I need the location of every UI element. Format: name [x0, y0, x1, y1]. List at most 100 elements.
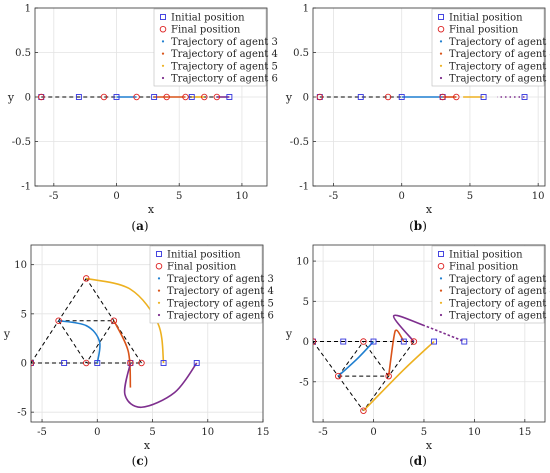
- initial-position-marker: [160, 360, 167, 366]
- initial-position-marker: [461, 338, 468, 345]
- legend-agent5-marker: [439, 301, 443, 304]
- x-axis-label: x: [426, 203, 433, 216]
- legend-final-marker: [155, 262, 163, 270]
- final-position-marker: [384, 93, 392, 101]
- final-position-marker: [410, 338, 418, 345]
- legend-initial-marker: [438, 251, 444, 257]
- y-tick-label: 0: [303, 337, 309, 348]
- legend-box: [431, 245, 545, 324]
- legend-final-marker: [437, 25, 445, 33]
- final-position-marker: [360, 338, 367, 345]
- initial-position-marker: [226, 94, 233, 100]
- y-tick-label: 1: [303, 4, 309, 15]
- final-position-marker: [110, 317, 118, 324]
- y-tick-label: -5: [17, 408, 27, 419]
- legend-label: Trajectory of agent 4: [449, 286, 550, 297]
- legend-final-marker: [159, 25, 167, 33]
- initial-position-marker: [431, 338, 437, 345]
- legend-label: Final position: [171, 25, 241, 36]
- x-tick-label: 0: [370, 427, 376, 438]
- final-position-marker: [38, 93, 45, 101]
- final-position-marker: [360, 407, 367, 414]
- legend-agent5-marker: [439, 64, 443, 67]
- final-position-marker: [82, 359, 90, 367]
- plot-area: [313, 314, 468, 414]
- legend-label: Trajectory of agent 6: [167, 311, 274, 322]
- plot-area: [38, 93, 233, 101]
- initial-position-marker: [340, 338, 347, 345]
- legend-label: Trajectory of agent 5: [449, 298, 550, 309]
- legend-label: Trajectory of agent 6: [171, 74, 278, 85]
- final-position-marker: [133, 93, 140, 101]
- trajectory-agent3: [58, 319, 101, 364]
- formation-edge: [58, 320, 87, 364]
- initial-position-marker: [61, 360, 68, 366]
- final-position-marker: [385, 372, 392, 380]
- legend-agent5-marker: [157, 301, 161, 304]
- legend-agent3-marker: [439, 40, 443, 43]
- y-tick-label: 0.5: [15, 48, 31, 59]
- final-position-marker: [82, 275, 90, 282]
- x-axis-label: x: [144, 439, 151, 452]
- legend-label: Initial position: [167, 250, 241, 261]
- legend-initial-marker: [438, 14, 444, 20]
- legend-initial-marker: [156, 251, 162, 257]
- legend-label: Final position: [167, 262, 237, 273]
- initial-position-marker: [357, 94, 364, 100]
- legend-label: Trajectory of agent 4: [449, 49, 550, 60]
- x-tick-label: 5: [176, 191, 182, 202]
- x-tick-label: -5: [318, 427, 328, 438]
- initial-position-marker: [193, 360, 200, 366]
- y-tick-label: 0: [25, 93, 31, 104]
- initial-position-marker: [188, 94, 195, 100]
- trajectory-agent6: [123, 362, 198, 409]
- y-tick-label: 10: [296, 257, 309, 268]
- x-tick-label: 10: [532, 191, 545, 202]
- y-tick-label: 5: [303, 297, 309, 308]
- final-position-marker: [213, 93, 221, 101]
- formation-edge: [363, 341, 390, 377]
- legend-agent5-marker: [161, 64, 165, 67]
- legend-label: Trajectory of agent 3: [171, 37, 278, 48]
- final-position-marker: [334, 372, 342, 380]
- plot-area: [31, 275, 200, 409]
- legend-final-marker: [437, 262, 445, 270]
- final-position-marker: [439, 93, 446, 101]
- legend-label: Trajectory of agent 4: [171, 49, 278, 60]
- legend-label: Trajectory of agent 4: [167, 286, 274, 297]
- legend-label: Trajectory of agent 5: [167, 298, 274, 309]
- y-tick-label: 0: [21, 359, 27, 370]
- legend-label: Initial position: [171, 13, 245, 24]
- legend-label: Initial position: [449, 13, 523, 24]
- y-axis-label: y: [285, 328, 293, 341]
- legend-label: Final position: [449, 262, 519, 273]
- final-position-marker: [201, 93, 208, 101]
- final-position-marker: [127, 359, 134, 367]
- trajectory-gap: [423, 324, 465, 343]
- legend-label: Final position: [449, 25, 519, 36]
- y-tick-label: -5: [299, 377, 309, 388]
- y-tick-label: -0.5: [290, 137, 309, 148]
- final-position-marker: [100, 93, 108, 101]
- formation-edge: [85, 320, 115, 364]
- trajectory-agent4: [113, 320, 132, 388]
- subplot-caption: (a): [131, 219, 148, 233]
- legend-label: Trajectory of agent 3: [449, 274, 550, 285]
- final-position-marker: [55, 317, 62, 324]
- y-tick-label: -1: [299, 182, 309, 193]
- y-tick-label: -0.5: [12, 137, 31, 148]
- legend-initial-marker: [160, 14, 166, 20]
- legend-box: [431, 8, 545, 87]
- legend-agent3-marker: [439, 277, 443, 280]
- legend-label: Trajectory of agent 5: [171, 61, 278, 72]
- initial-position-marker: [94, 360, 101, 366]
- subplot-b: -5 0 5 10 -1 -0.5 0 0.5 1 x y Initial positionFinal…: [285, 4, 550, 234]
- legend-agent3-marker: [157, 277, 161, 280]
- legend-agent6-marker: [439, 76, 443, 80]
- y-axis-label: y: [7, 91, 15, 104]
- x-tick-label: -5: [49, 191, 59, 202]
- legend-label: Trajectory of agent 3: [449, 37, 550, 48]
- y-tick-label: 1: [25, 4, 31, 15]
